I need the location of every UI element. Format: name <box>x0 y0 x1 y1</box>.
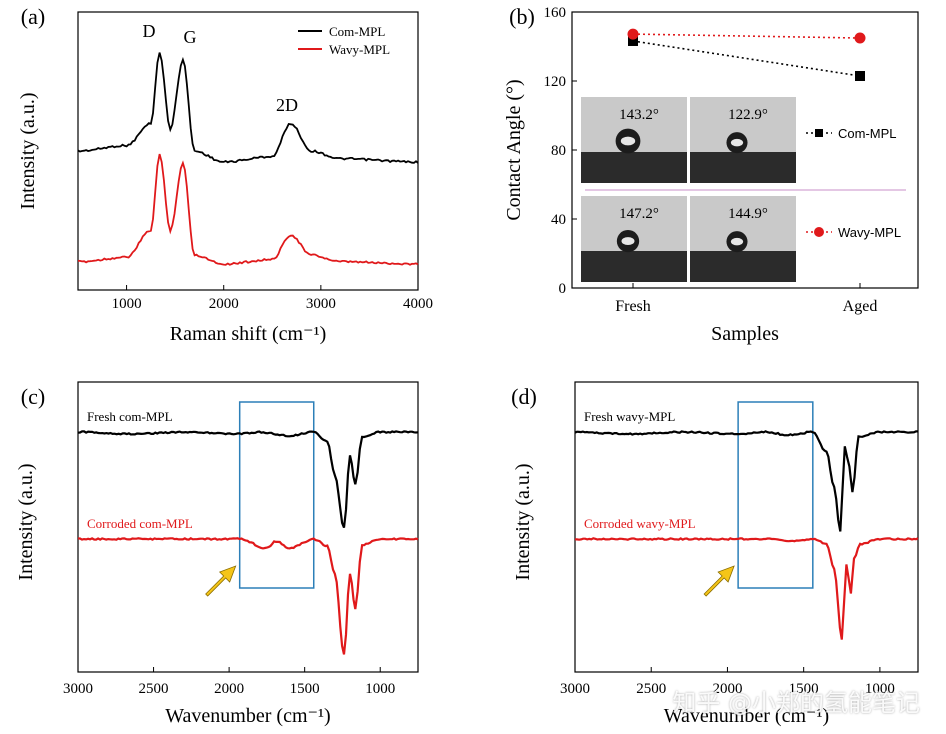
highlight-box <box>737 401 814 589</box>
legend-marker <box>814 227 824 237</box>
x-tick-label: 2500 <box>139 681 169 697</box>
x-tick-label: 2000 <box>214 681 244 697</box>
x-tick-label: 2500 <box>636 681 666 697</box>
x-tick-label: 4000 <box>403 296 433 312</box>
y-axis-label: Contact Angle (°) <box>503 79 525 220</box>
panel-b: (b) 0 40 80 120 160 Fresh Aged Samples Contact An… <box>503 4 919 345</box>
photo-substrate <box>581 251 687 282</box>
panel-label: (d) <box>511 384 537 409</box>
x-tick-label: 1500 <box>789 681 819 697</box>
series-line-Corroded wavy-MPL <box>574 537 919 640</box>
arrow-icon <box>205 565 237 597</box>
x-tick-label: 2000 <box>209 296 239 312</box>
series-line-Wavy-MPL <box>77 153 419 266</box>
x-axis-label: Wavenumber (cm⁻¹) <box>165 705 330 727</box>
panel-a: (a) 1000 2000 3000 4000 Raman shift (cm⁻¹) Int… <box>17 4 433 345</box>
panel-a-label: (a) <box>21 4 45 29</box>
x-tick-label: 1500 <box>290 681 320 697</box>
highlight-box <box>238 401 315 589</box>
x-tick-label: Fresh <box>615 298 651 315</box>
data-point <box>627 28 639 40</box>
series-line-Fresh com-MPL <box>77 430 419 529</box>
panel-b-label: (b) <box>509 4 535 29</box>
x-tick-label: 2000 <box>712 681 742 697</box>
y-tick-label: 0 <box>559 281 567 297</box>
x-tick-label: 1000 <box>365 681 395 697</box>
series-line-Wavy-MPL <box>632 33 861 39</box>
series-line-Fresh wavy-MPL <box>574 430 918 532</box>
data-point <box>628 35 638 46</box>
data-point <box>854 32 866 44</box>
series-label: Corroded com-MPL <box>87 516 193 531</box>
y-axis-label: Intensity (a.u.) <box>17 92 39 209</box>
x-tick-label: Aged <box>843 298 878 315</box>
photo-substrate <box>581 152 687 183</box>
legend-label: Wavy-MPL <box>329 42 390 57</box>
x-tick-label: 1000 <box>865 681 895 697</box>
x-tick-label: 3000 <box>63 681 93 697</box>
series-line-Com-MPL <box>632 40 861 77</box>
droplet-highlight <box>621 237 635 246</box>
y-tick-label: 80 <box>551 143 566 159</box>
droplet-highlight <box>620 136 636 146</box>
series-label: Corroded wavy-MPL <box>584 516 696 531</box>
plot-frame <box>77 381 419 673</box>
photo-substrate <box>690 251 796 282</box>
contact-angle-label: 147.2° <box>619 206 659 222</box>
series-label: Fresh wavy-MPL <box>584 409 675 424</box>
y-tick-label: 160 <box>544 5 567 21</box>
panel-d: (d) 3000 2500 2000 1500 1000 Wavenumber (cm⁻¹)… <box>511 381 919 727</box>
droplet-photo: 122.9° <box>690 97 796 183</box>
legend-label: Wavy-MPL <box>838 225 901 240</box>
y-tick-label: 40 <box>551 212 566 228</box>
watermark: 知乎 @小郑的氢能笔记 <box>672 689 920 717</box>
legend-label: Com-MPL <box>329 24 385 39</box>
y-tick-label: 120 <box>544 74 567 90</box>
plot-frame <box>574 381 919 673</box>
contact-angle-label: 144.9° <box>728 206 768 222</box>
droplet-photo: 144.9° <box>690 196 796 282</box>
x-tick-label: 1000 <box>112 296 142 312</box>
annotation-D: D <box>143 21 156 41</box>
contact-angle-label: 143.2° <box>619 107 659 123</box>
x-axis-label: Samples <box>711 323 779 345</box>
data-point <box>855 70 865 81</box>
legend-label: Com-MPL <box>838 126 897 141</box>
series-line-Com-MPL <box>77 52 419 164</box>
x-axis-label: Raman shift (cm⁻¹) <box>170 323 327 345</box>
annotation-2D: 2D <box>276 95 298 115</box>
droplet-photo: 147.2° <box>581 196 687 282</box>
photo-substrate <box>690 152 796 183</box>
legend-marker <box>815 129 823 137</box>
x-tick-label: 3000 <box>306 296 336 312</box>
arrow-icon <box>703 565 735 597</box>
annotation-G: G <box>184 27 197 47</box>
droplet-highlight <box>730 138 744 147</box>
y-axis-label: Intensity (a.u.) <box>512 463 534 580</box>
droplet-highlight <box>730 237 744 246</box>
y-axis-label: Intensity (a.u.) <box>15 463 37 580</box>
contact-angle-label: 122.9° <box>728 107 768 123</box>
x-axis-label: Wavenumber (cm⁻¹) <box>664 705 829 727</box>
series-label: Fresh com-MPL <box>87 409 173 424</box>
droplet-photo: 143.2° <box>581 97 687 183</box>
series-line-Corroded com-MPL <box>78 537 419 655</box>
x-tick-label: 3000 <box>560 681 590 697</box>
panel-label: (c) <box>21 384 45 409</box>
panel-c: (c) 3000 2500 2000 1500 1000 Wavenumber (cm⁻¹)… <box>15 381 419 727</box>
